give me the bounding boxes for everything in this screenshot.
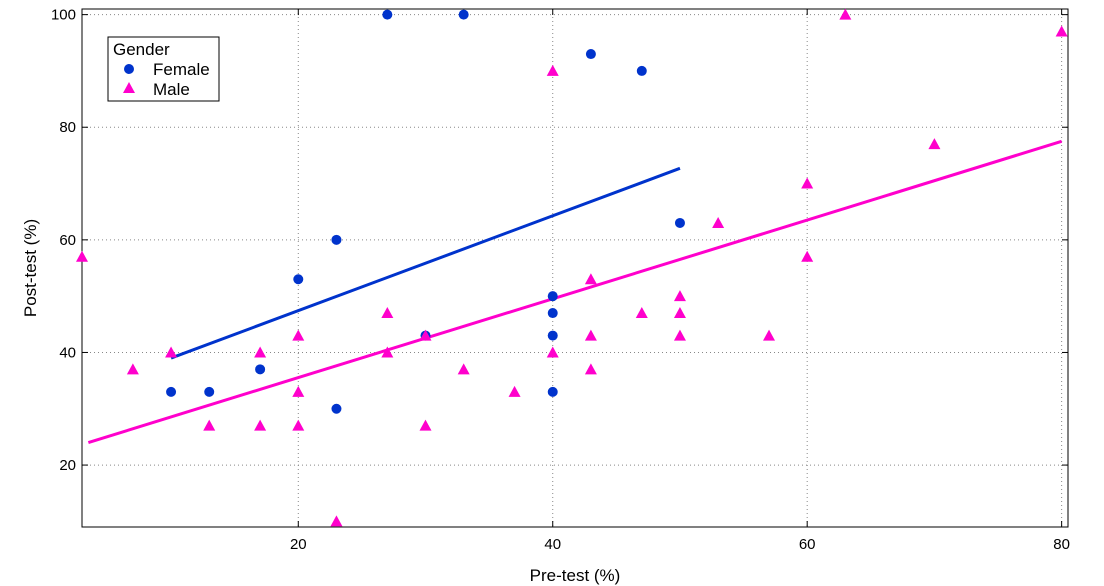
female-point [458,9,469,20]
x-tick-label: 20 [290,536,307,553]
male-point [457,363,470,375]
female-point [585,49,596,60]
male-point [673,329,686,341]
female-point [255,364,266,375]
x-axis-title: Pre-test (%) [530,566,621,585]
male-point [584,273,597,285]
male-point [203,419,216,431]
male-point [801,177,814,189]
male-point [673,307,686,319]
x-tick-label: 80 [1053,536,1070,553]
male-point [292,419,305,431]
female-point [331,403,342,414]
female-point [293,274,304,285]
female-point [547,386,558,397]
female-point [166,386,177,397]
y-tick-label: 40 [59,344,76,361]
female-point [204,386,215,397]
legend: Gender Female Male [107,36,220,102]
female-point [547,330,558,341]
male-point [635,307,648,319]
male-point [763,329,776,341]
legend-female-label: Female [153,60,210,79]
plot-frame [81,8,1069,528]
male-point [126,363,139,375]
male-point [381,307,394,319]
y-axis-title: Post-test (%) [21,219,40,317]
male-point [76,250,88,262]
female-point [547,308,558,319]
male-point [292,329,305,341]
male-point [584,363,597,375]
y-tick-label: 60 [59,232,76,249]
male-point [546,64,559,76]
male-point [254,346,267,358]
male-point [254,419,267,431]
male-point [584,329,597,341]
x-tick-label: 40 [544,536,561,553]
y-tick-label: 100 [51,7,76,24]
male-point [839,8,852,20]
male-point [801,250,814,262]
male-fit-line [87,139,1063,444]
axis-ticks: 20 40 60 80 20 40 60 80 100 [51,7,1070,553]
male-point [712,216,725,228]
male-point [381,346,394,358]
legend-male-label: Male [153,80,190,99]
female-point [331,234,342,245]
male-point [292,385,305,397]
grid [82,9,1068,527]
female-point [636,65,647,76]
male-point [1055,25,1068,37]
x-tick-label: 60 [799,536,816,553]
male-point [928,138,941,150]
y-tick-label: 20 [59,457,76,474]
legend-title: Gender [113,40,170,59]
male-point [508,385,521,397]
data-points [76,8,1068,527]
male-point [419,329,432,341]
female-point [547,291,558,302]
legend-male-marker [123,82,135,93]
female-point [382,9,393,20]
fit-lines [87,139,1063,444]
male-point [419,419,432,431]
male-point [673,290,686,302]
y-tick-label: 80 [59,119,76,136]
male-point [330,515,343,527]
female-fit-line [170,166,681,360]
female-point [674,217,685,228]
male-point [165,346,178,358]
male-point [546,346,559,358]
legend-female-marker [124,64,134,74]
